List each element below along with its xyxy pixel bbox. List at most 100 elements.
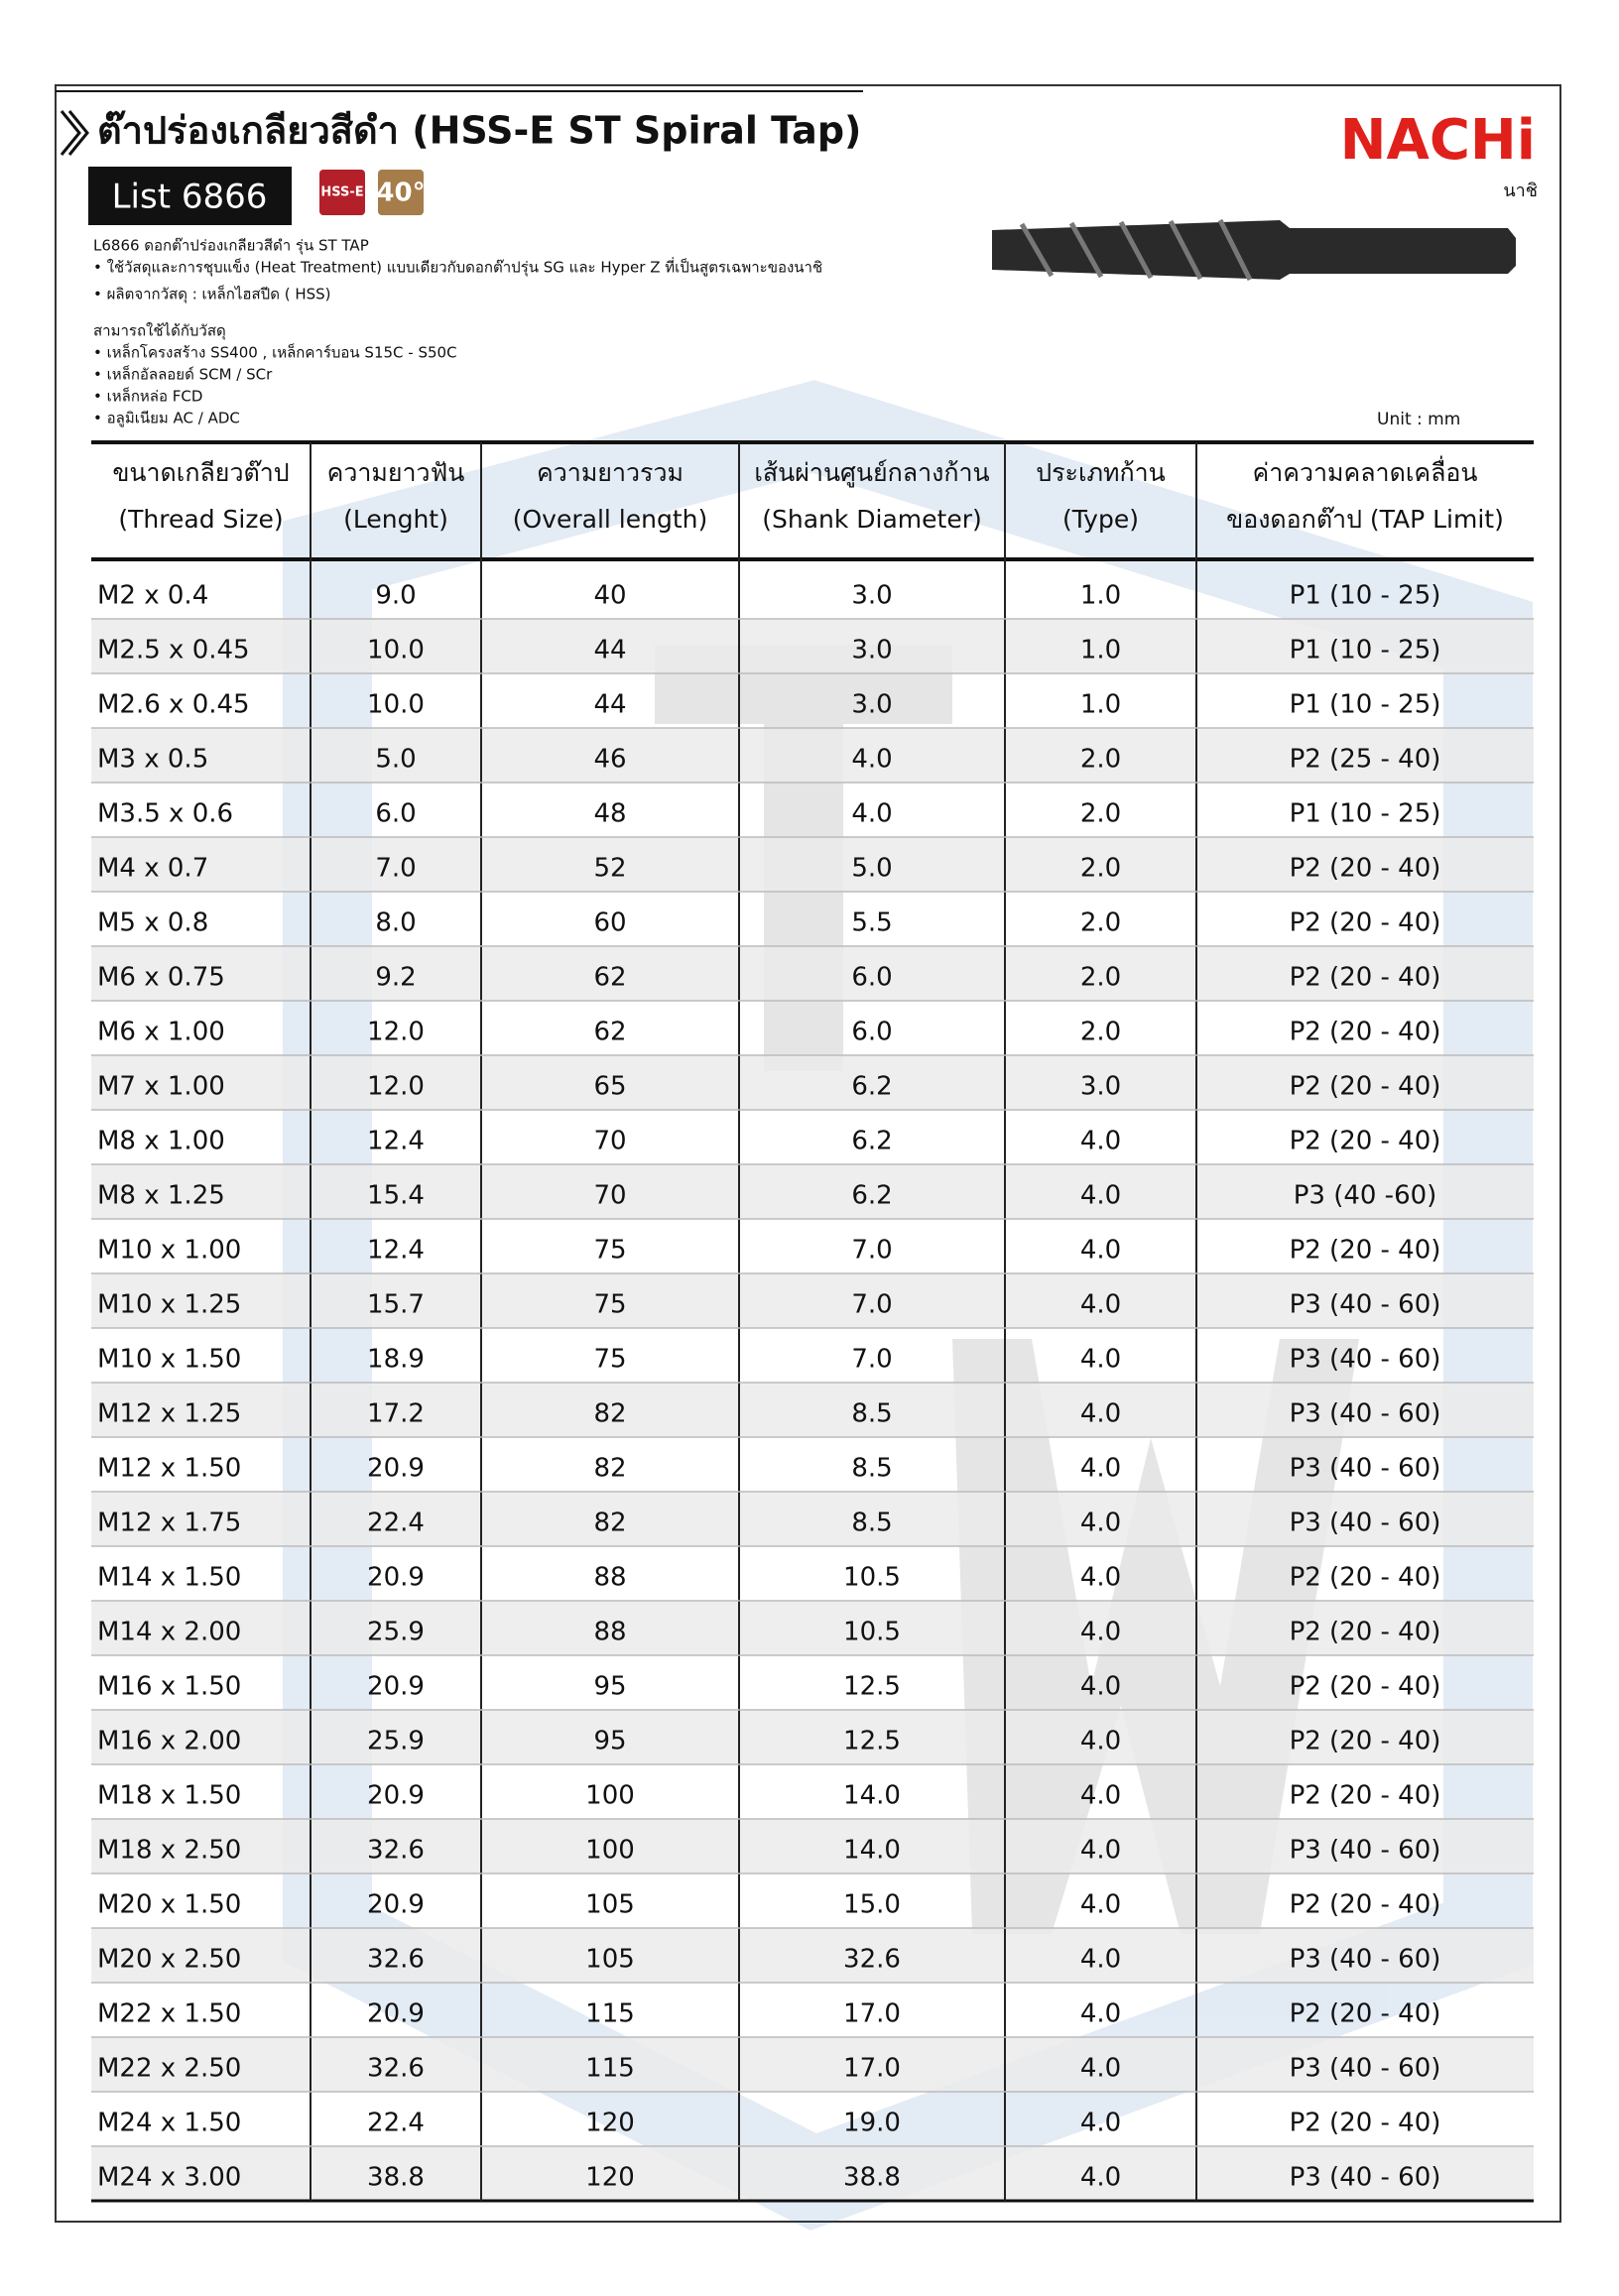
column-header-en: (Shank Diameter)	[762, 505, 982, 534]
table-cell: M10 x 1.50	[97, 1345, 241, 1375]
table-cell: 4.0	[1080, 1781, 1121, 1811]
table-cell: P2 (20 - 40)	[1290, 1018, 1441, 1047]
table-cell: P3 (40 -60)	[1294, 1181, 1437, 1211]
table-cell: 115	[585, 2054, 635, 2084]
table-cell: 4.0	[1080, 2163, 1121, 2193]
row-shade	[91, 837, 1534, 892]
column-header-thai: ประเภทก้าน	[1036, 458, 1166, 487]
table-cell: M20 x 1.50	[97, 1890, 241, 1920]
table-cell: 4.0	[1080, 1509, 1121, 1538]
table-cell: M2 x 0.4	[97, 581, 208, 611]
page-border	[55, 84, 1561, 2223]
table-cell: P3 (40 - 60)	[1290, 1509, 1441, 1538]
list-box	[88, 167, 292, 225]
table-cell: 7.0	[375, 854, 416, 884]
table-cell: M20 x 2.50	[97, 1945, 241, 1975]
table-cell: M22 x 2.50	[97, 2054, 241, 2084]
table-cell: 9.0	[375, 581, 416, 611]
table-cell: M8 x 1.00	[97, 1127, 225, 1156]
table-cell: 2.0	[1080, 1018, 1121, 1047]
table-cell: 25.9	[367, 1727, 425, 1756]
table-cell: M12 x 1.25	[97, 1399, 241, 1429]
table-cell: 17.0	[843, 2054, 901, 2084]
table-cell: M12 x 1.50	[97, 1454, 241, 1484]
table-cell: 10.5	[843, 1618, 901, 1647]
table-cell: P2 (25 - 40)	[1290, 745, 1441, 775]
row-shade	[91, 1928, 1534, 1983]
material-item: • เหล็กอัลลอยด์ SCM / SCr	[93, 365, 273, 384]
table-cell: 105	[585, 1945, 635, 1975]
table-cell: 20.9	[367, 1563, 425, 1593]
table-cell: M16 x 2.00	[97, 1727, 241, 1756]
table-cell: 4.0	[1080, 1672, 1121, 1702]
table-cell: 6.2	[851, 1181, 892, 1211]
table-cell: P3 (40 - 60)	[1290, 1454, 1441, 1484]
table-cell: M7 x 1.00	[97, 1072, 225, 1102]
table-cell: P2 (20 - 40)	[1290, 854, 1441, 884]
table-cell: M18 x 1.50	[97, 1781, 241, 1811]
row-shade	[91, 1819, 1534, 1873]
table-cell: 9.2	[375, 963, 416, 993]
material-item: • เหล็กหล่อ FCD	[93, 387, 202, 406]
table-cell: 12.4	[367, 1127, 425, 1156]
table-cell: 7.0	[851, 1345, 892, 1375]
table-cell: 2.0	[1080, 799, 1121, 829]
table-cell: 75	[593, 1236, 626, 1266]
table-cell: 105	[585, 1890, 635, 1920]
table-cell: P2 (20 - 40)	[1290, 1781, 1441, 1811]
table-cell: 46	[593, 745, 626, 775]
table-cell: M18 x 2.50	[97, 1836, 241, 1866]
table-cell: M16 x 1.50	[97, 1672, 241, 1702]
row-shade	[91, 728, 1534, 783]
column-header-thai: ความยาวฟัน	[327, 458, 465, 487]
table-cell: 6.0	[851, 963, 892, 993]
table-cell: 15.4	[367, 1181, 425, 1211]
table-cell: 1.0	[1080, 690, 1121, 720]
table-cell: 2.0	[1080, 854, 1121, 884]
table-cell: 65	[593, 1072, 626, 1102]
table-cell: 4.0	[1080, 1236, 1121, 1266]
table-cell: 44	[593, 690, 626, 720]
table-cell: 4.0	[1080, 1563, 1121, 1593]
table-cell: 120	[585, 2109, 635, 2138]
table-cell: 12.4	[367, 1236, 425, 1266]
table-cell: 12.5	[843, 1727, 901, 1756]
table: ขนาดเกลียวต๊าป (Thread Size) ความยาวฟัน (Le…	[91, 440, 1534, 2203]
table-cell: 4.0	[1080, 1618, 1121, 1647]
table-cell: 75	[593, 1345, 626, 1375]
table-cell: P2 (20 - 40)	[1290, 1999, 1441, 2029]
table-cell: 17.0	[843, 1999, 901, 2029]
table-cell: M2.5 x 0.45	[97, 636, 250, 665]
table-cell: 4.0	[851, 799, 892, 829]
table-cell: 52	[593, 854, 626, 884]
table-cell: P2 (20 - 40)	[1290, 1672, 1441, 1702]
table-cell: P3 (40 - 60)	[1290, 2054, 1441, 2084]
column-header-en: (Lenght)	[343, 505, 448, 534]
table-cell: 4.0	[1080, 2109, 1121, 2138]
table-cell: 8.5	[851, 1454, 892, 1484]
badge-material-bg	[319, 170, 365, 215]
table-cell: M10 x 1.00	[97, 1236, 241, 1266]
row-shade	[91, 2146, 1534, 2201]
table-cell: M6 x 0.75	[97, 963, 225, 993]
table-cell: 8.5	[851, 1509, 892, 1538]
table-cell: P3 (40 - 60)	[1290, 1945, 1441, 1975]
table-cell: 4.0	[1080, 1890, 1121, 1920]
list-number: List 6866	[112, 178, 268, 217]
table-cell: 4.0	[1080, 1999, 1121, 2029]
row-shade	[91, 946, 1534, 1001]
row-shade	[91, 1383, 1534, 1437]
unit: Unit : mm	[1377, 410, 1460, 429]
table-cell: M8 x 1.25	[97, 1181, 225, 1211]
materials-title: สามารถใช้ได้กับวัสดุ	[93, 322, 226, 341]
table-cell: 32.6	[843, 1945, 901, 1975]
column-header-en: (Overall length)	[513, 505, 707, 534]
title-chevron	[60, 110, 89, 156]
row-shade	[91, 1492, 1534, 1546]
table-cell: 15.0	[843, 1890, 901, 1920]
column-header-en: (Thread Size)	[118, 505, 283, 534]
table-cell: 70	[593, 1181, 626, 1211]
table-cell: 12.5	[843, 1672, 901, 1702]
table-cell: 14.0	[843, 1836, 901, 1866]
